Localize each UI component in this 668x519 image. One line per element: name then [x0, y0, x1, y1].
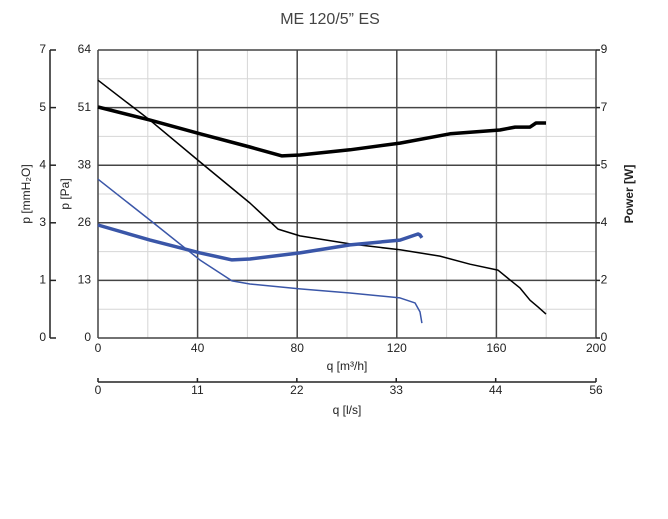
y2-tick-label: 9 [601, 42, 608, 56]
y2-tick-label: 0 [601, 330, 608, 344]
x2-tick-label: 22 [290, 383, 304, 397]
x-tick-label: 200 [586, 341, 606, 355]
y2-tick-label: 2 [601, 273, 608, 287]
y2-axis-label: Power [W] [622, 165, 636, 224]
y-tick-label: 26 [78, 215, 92, 229]
y-axis-label: p [Pa] [58, 178, 72, 209]
x-axis-label: q [m³/h] [327, 359, 368, 373]
y3-tick-label: 5 [39, 100, 46, 114]
y2-tick-label: 4 [601, 215, 608, 229]
y-tick-label: 13 [78, 273, 92, 287]
y3-tick-label: 1 [39, 273, 46, 287]
x2-tick-label: 0 [95, 383, 102, 397]
chart-title: ME 120/5” ES [280, 11, 380, 28]
y3-tick-label: 3 [39, 215, 46, 229]
y2-tick-label: 7 [601, 100, 608, 114]
x2-axis-label: q [l/s] [333, 403, 362, 417]
x-tick-label: 80 [291, 341, 305, 355]
x2-tick-label: 11 [191, 383, 204, 397]
y3-tick-label: 7 [39, 42, 46, 56]
y3-tick-label: 4 [39, 157, 46, 171]
y-tick-label: 64 [78, 42, 92, 56]
curve [97, 223, 424, 262]
y-tick-label: 38 [78, 157, 92, 171]
curve [97, 79, 547, 315]
curve [97, 105, 546, 158]
x-tick-label: 40 [191, 341, 205, 355]
y-tick-label: 51 [78, 100, 92, 114]
x-tick-label: 0 [95, 341, 102, 355]
x-tick-label: 160 [486, 341, 506, 355]
y3-axis-label: p [mmH₂O] [19, 164, 33, 223]
y-tick-label: 0 [84, 330, 91, 344]
curve [97, 178, 423, 324]
x2-tick-label: 44 [489, 383, 503, 397]
x2-tick-label: 56 [589, 383, 603, 397]
y3-tick-label: 0 [39, 330, 46, 344]
x2-tick-label: 33 [390, 383, 404, 397]
y2-tick-label: 5 [601, 157, 608, 171]
x-tick-label: 120 [387, 341, 407, 355]
